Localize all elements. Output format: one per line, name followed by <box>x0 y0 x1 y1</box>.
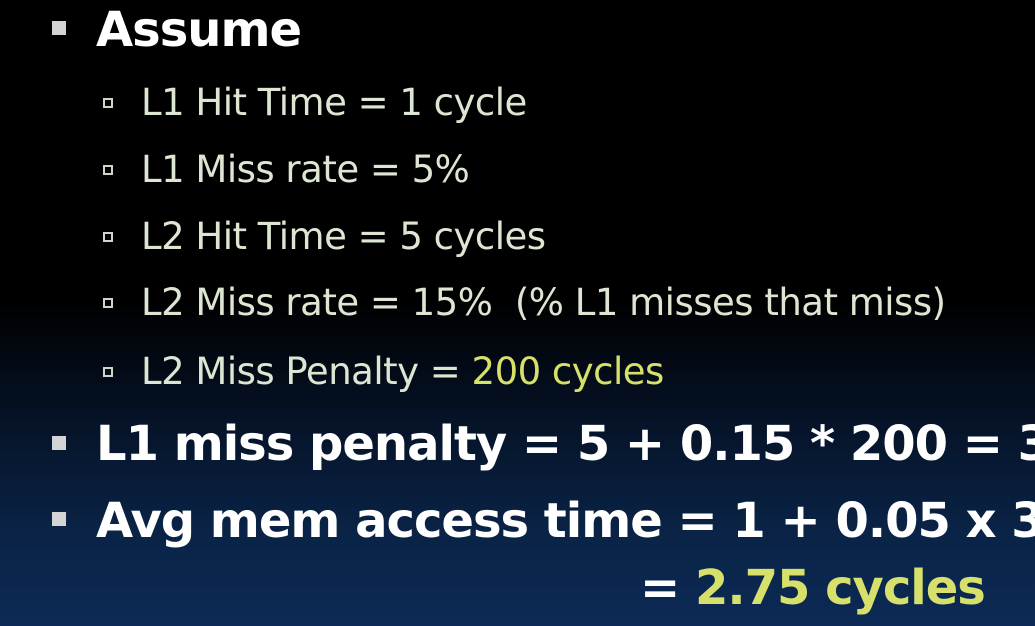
assumption-l2-miss-penalty: L2 Miss Penalty = 200 cycles <box>141 350 664 394</box>
bullet-square-icon <box>52 436 66 450</box>
amat-formula: Avg mem access time = 1 + 0.05 x 35 <box>96 493 1035 549</box>
bullet-square-icon <box>52 21 66 35</box>
assumption-l2-miss-rate: L2 Miss rate = 15% (% L1 misses that mis… <box>141 281 946 324</box>
sub-bullet-icon <box>103 298 113 308</box>
sub-bullet-icon <box>103 98 113 108</box>
l1-miss-penalty-formula: L1 miss penalty = 5 + 0.15 * 200 = 35 <box>96 416 1035 472</box>
sub-bullet-icon <box>103 165 113 175</box>
bullet-square-icon <box>52 512 66 526</box>
assumption-l1-hit-time: L1 Hit Time = 1 cycle <box>141 81 527 124</box>
sub-bullet-icon <box>103 367 113 377</box>
assumption-l1-miss-rate: L1 Miss rate = 5% <box>141 148 470 191</box>
sub-bullet-icon <box>103 232 113 242</box>
amat-result-value: 2.75 cycles <box>694 560 986 616</box>
miss-penalty-label: L2 Miss Penalty = <box>141 350 472 393</box>
miss-penalty-value: 200 cycles <box>471 350 665 393</box>
amat-equals: = <box>640 560 695 616</box>
assumption-l2-hit-time: L2 Hit Time = 5 cycles <box>141 215 546 258</box>
heading-assume: Assume <box>96 2 302 58</box>
amat-result: = 2.75 cycles <box>640 560 986 616</box>
